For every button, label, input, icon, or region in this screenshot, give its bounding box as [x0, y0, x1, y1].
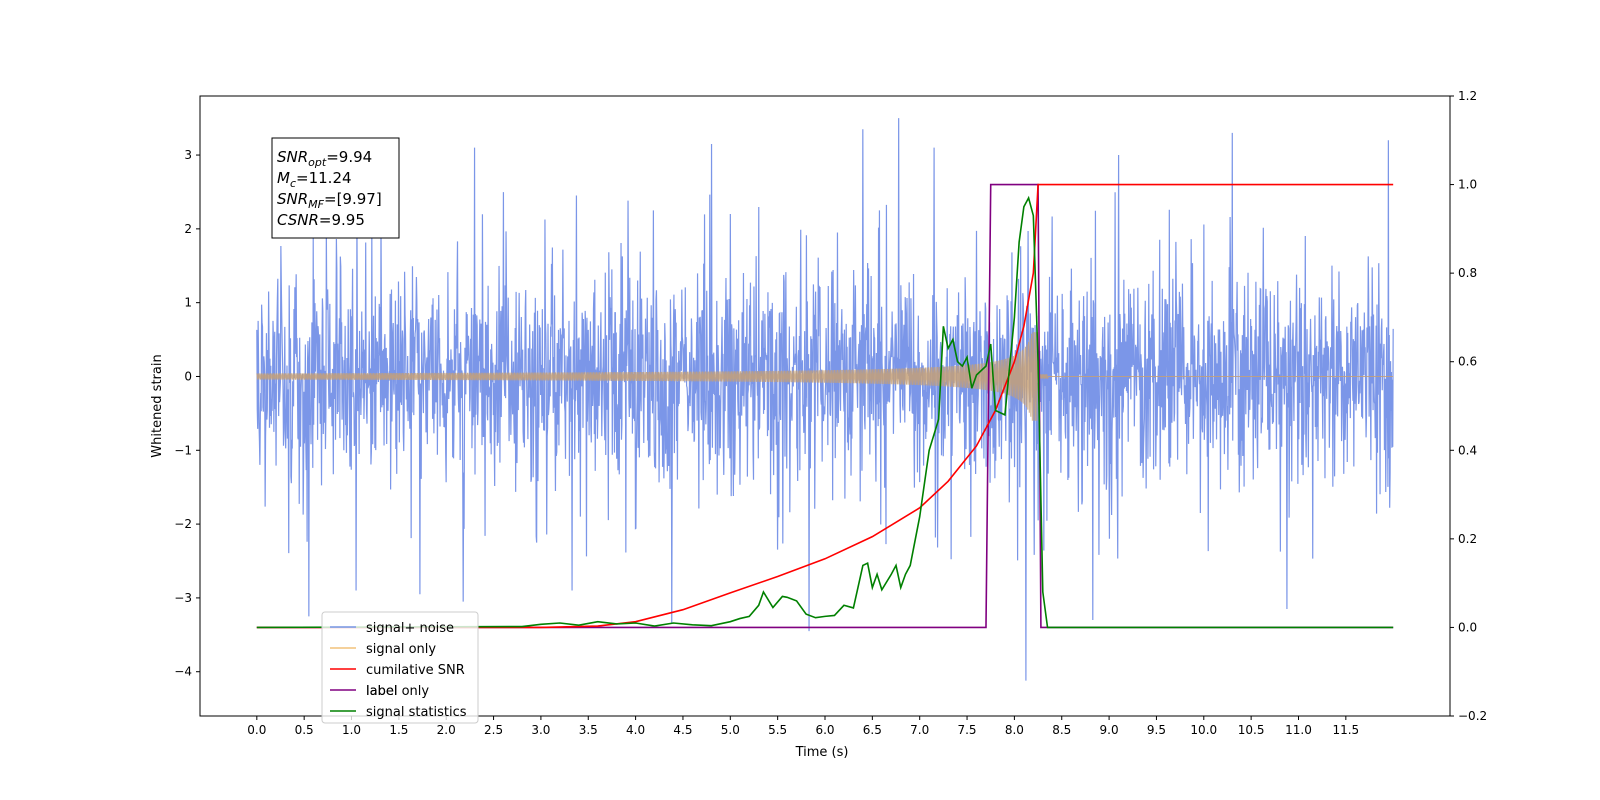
x-tick-label: 11.5	[1332, 723, 1359, 737]
y-right-tick-label: 0.6	[1458, 355, 1477, 369]
annotation-line: SNRMF=[9.97]	[277, 190, 382, 211]
x-tick-label: 0.0	[247, 723, 266, 737]
annotation-value: =9.94	[326, 148, 372, 166]
annotation-line: SNRopt=9.94	[277, 148, 372, 169]
y-tick-label: 1	[184, 296, 192, 310]
x-tick-label: 9.0	[1100, 723, 1119, 737]
annotation-variable: SNR	[277, 190, 308, 208]
x-tick-label: 4.0	[626, 723, 645, 737]
plot-area	[256, 118, 1394, 681]
annotation-variable: SNR	[277, 148, 308, 166]
y-tick-label: 2	[184, 222, 192, 236]
annotation-subscript: opt	[308, 156, 327, 169]
y-right-tick-label: 0.4	[1458, 443, 1477, 457]
legend-frame	[321, 611, 479, 724]
x-tick-label: 2.5	[484, 723, 503, 737]
y-right-tick-label: −0.2	[1458, 709, 1487, 723]
x-tick-label: 9.5	[1147, 723, 1166, 737]
x-tick-label: 10.5	[1238, 723, 1265, 737]
y-right-tick-label: 0.8	[1458, 266, 1477, 280]
x-tick-label: 11.0	[1285, 723, 1312, 737]
annotation-subscript: c	[290, 177, 296, 190]
x-tick-label: 5.0	[721, 723, 740, 737]
legend-hidden-entry-text: label only	[366, 684, 429, 699]
x-tick-label: 3.0	[531, 723, 550, 737]
y-tick-label: −3	[174, 591, 192, 605]
annotation-line: CSNR=9.95	[277, 211, 365, 229]
y-right-tick-label: 0.2	[1458, 532, 1477, 546]
legend: label only signal+ noise signal only cumila…	[321, 611, 479, 724]
x-tick-label: 2.0	[437, 723, 456, 737]
y-tick-label: −1	[174, 443, 192, 457]
annotation-subscript: MF	[308, 198, 324, 211]
annotation-value: =[9.97]	[324, 190, 382, 208]
annotation-box-frame	[271, 137, 400, 239]
annotation-variable: CSNR	[277, 211, 319, 229]
y-right-tick-label: 1.2	[1458, 89, 1477, 103]
legend-label: signal statistics	[366, 705, 467, 720]
x-tick-label: 8.5	[1052, 723, 1071, 737]
y-tick-label: −4	[174, 665, 192, 679]
x-tick-label: 8.0	[1005, 723, 1024, 737]
series-line-signal-statistics	[256, 195, 1394, 629]
legend-label: cumilative SNR	[366, 663, 465, 678]
y-axis-left: −4 −3 −2 −1 0 1 2 3	[174, 148, 200, 679]
legend-label: signal only	[366, 642, 436, 657]
annotation-value: =11.24	[296, 169, 352, 187]
x-tick-label: 3.5	[579, 723, 598, 737]
series-line-cumulative-snr	[256, 183, 1394, 629]
x-tick-label: 7.0	[910, 723, 929, 737]
annotation-value: =9.95	[319, 211, 365, 229]
x-tick-label: 5.5	[768, 723, 787, 737]
x-axis: 0.0 0.5 1.0 1.5 2.0 2.5 3.0 3.5 4.0 4.5 5.0 5.5 6.0 6…	[247, 716, 1359, 737]
series-line-signal-noise	[256, 118, 1394, 681]
x-axis-label: Time (s)	[795, 745, 849, 760]
y-tick-label: −2	[174, 517, 192, 531]
y-right-tick-label: 0.0	[1458, 620, 1477, 634]
y-tick-label: 3	[184, 148, 192, 162]
y-axis-label: Whitened strain	[150, 354, 165, 457]
x-tick-label: 6.0	[815, 723, 834, 737]
legend-label: label	[366, 684, 397, 699]
x-tick-label: 7.5	[957, 723, 976, 737]
y-axis-right: −0.2 0.0 0.2 0.4 0.6 0.8 1.0 1.2	[1450, 89, 1487, 723]
annotation-variable: M	[277, 169, 290, 187]
x-tick-label: 0.5	[295, 723, 314, 737]
y-right-tick-label: 1.0	[1458, 178, 1477, 192]
x-tick-label: 1.0	[342, 723, 361, 737]
y-tick-label: 0	[184, 369, 192, 383]
x-tick-label: 1.5	[389, 723, 408, 737]
series-line-signal-only	[256, 332, 1394, 421]
x-tick-label: 6.5	[863, 723, 882, 737]
legend-label: signal+ noise	[366, 621, 454, 636]
annotation-line: Mc=11.24	[277, 169, 352, 190]
x-tick-label: 10.0	[1190, 723, 1217, 737]
x-tick-label: 4.5	[673, 723, 692, 737]
